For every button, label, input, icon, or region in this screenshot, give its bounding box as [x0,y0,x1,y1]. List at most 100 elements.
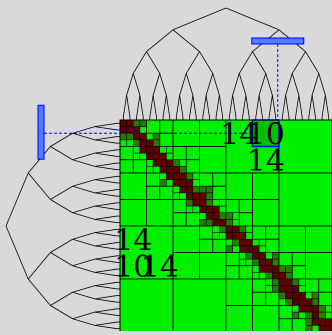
matrix-block [120,200,147,227]
matrix-block [206,206,213,213]
matrix-block [120,173,147,200]
matrix-block [120,147,133,160]
tree-edge [73,160,95,167]
matrix-block [246,239,253,246]
matrix-block [286,279,293,286]
matrix-block [279,319,292,331]
matrix-block [312,312,319,319]
matrix-block [147,160,154,167]
rank-label-b-1-5: 14 [247,144,285,179]
matrix-block [127,140,134,147]
matrix-block [133,153,140,160]
tree-edge [50,292,72,305]
matrix-block [239,246,246,253]
tree-edge [73,286,95,293]
matrix-block [233,233,240,240]
matrix-block [219,219,226,226]
matrix-block [266,259,273,266]
tree-edge [50,253,72,266]
matrix-block [279,253,292,266]
matrix-block [233,246,240,253]
matrix-block [325,325,332,331]
matrix-block [186,173,193,180]
matrix-block [306,226,332,253]
matrix-block [292,253,305,266]
matrix-block [153,166,160,173]
matrix-block [253,292,266,305]
matrix-block [253,200,280,227]
matrix-block [299,279,306,286]
matrix-block [140,120,147,127]
matrix-block [306,253,332,280]
matrix-block [233,239,240,246]
tree-edge [306,52,319,74]
matrix-block [160,166,167,173]
tree-edge [229,95,232,117]
matrix-block [319,306,326,313]
matrix-block [279,173,332,226]
matrix-block [120,140,127,147]
matrix-block [286,272,293,279]
tree-edge [292,73,299,95]
tree-edge [50,186,72,199]
matrix-block [193,186,200,193]
matrix-block [246,233,253,240]
tree-edge [286,95,289,117]
matrix-block [306,292,313,299]
matrix-block [226,213,233,220]
matrix-block [253,259,260,266]
tree-edge [95,166,117,169]
matrix-block [160,120,173,133]
matrix-block [279,299,286,306]
matrix-block [180,166,187,173]
tree-edge [282,95,285,117]
tree-edge [73,206,95,213]
matrix-block [286,299,293,306]
matrix-block [160,133,173,146]
matrix-block [266,253,273,260]
matrix-block [286,292,293,299]
matrix-block [279,292,286,299]
matrix-block [272,259,279,266]
matrix-block [319,319,326,326]
matrix-block [206,186,213,193]
matrix-block [266,286,273,293]
tree-edge [50,147,72,160]
matrix-block [219,206,226,213]
tree-edge [176,95,179,117]
tree-edge [95,150,117,153]
tree-edge [325,95,328,117]
matrix-block [226,266,239,279]
tree-edge [259,95,262,117]
matrix-block [213,206,220,213]
tree-edge [163,95,166,117]
matrix-block [226,279,253,306]
tree-edge [166,95,169,117]
tree-edge [73,127,95,134]
matrix-block [120,120,127,127]
matrix-block [286,266,293,273]
matrix-block [272,286,279,293]
matrix-block [133,160,146,173]
matrix-block [292,292,299,299]
tree-edge [95,180,117,183]
matrix-block [180,180,187,187]
matrix-block [299,312,306,319]
matrix-block [200,219,207,226]
matrix-block [140,133,147,140]
matrix-block [266,266,273,273]
matrix-block [173,279,226,331]
matrix-block [206,219,213,226]
tree-edge [6,226,28,279]
matrix-block [266,272,273,279]
matrix-block [127,133,134,140]
matrix-block [180,173,187,180]
row-selection-bar [38,105,44,159]
matrix-block [193,173,200,180]
tree-edge [95,193,117,196]
tree-edge [73,319,95,326]
matrix-block [140,147,147,154]
matrix-block [186,200,193,207]
tree-edge [95,312,117,315]
